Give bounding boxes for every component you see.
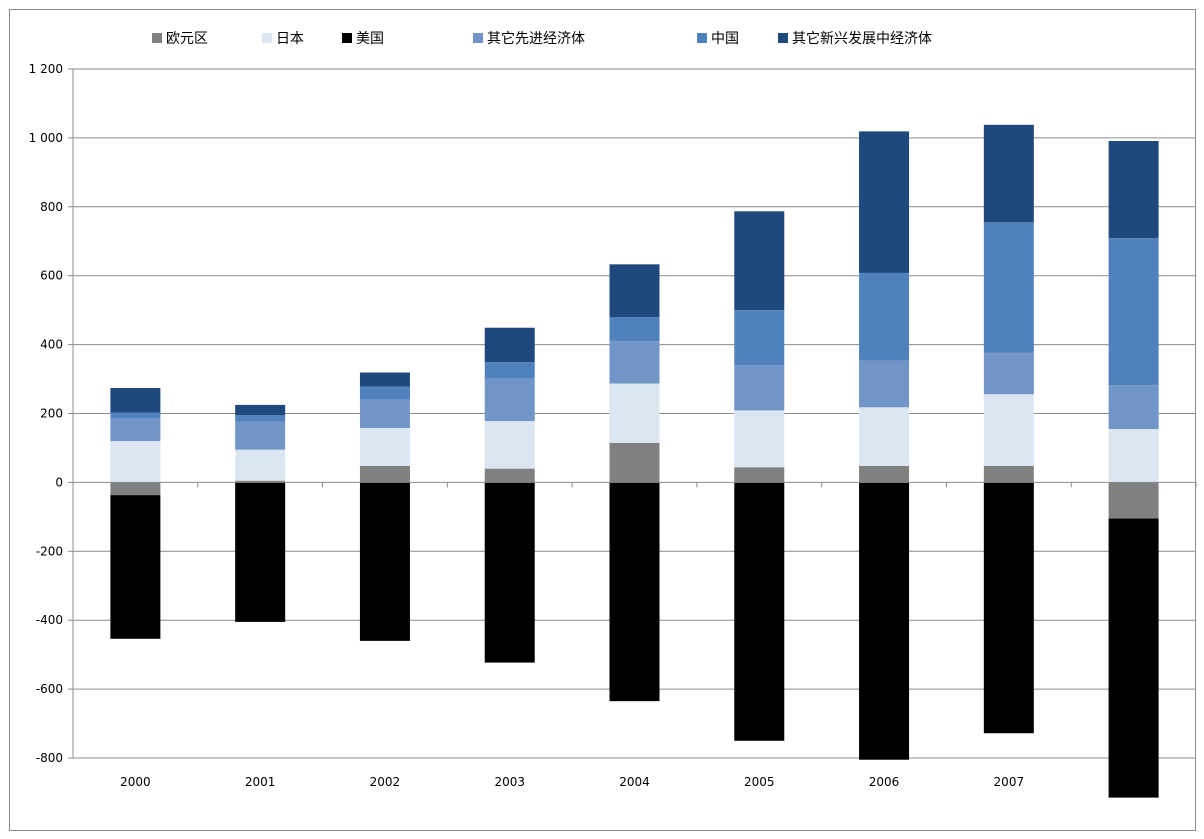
bar-segment-2007-s1 bbox=[983, 394, 1034, 466]
bars bbox=[110, 124, 1159, 798]
legend-label-china: 中国 bbox=[711, 31, 739, 47]
bar-segment-2002-s2 bbox=[359, 482, 410, 641]
x-tick-label-2003: 2003 bbox=[494, 775, 525, 789]
legend-item-usa: 美国 bbox=[342, 28, 384, 48]
y-tick-label: -800 bbox=[36, 751, 63, 765]
legend-item-japan: 日本 bbox=[262, 28, 304, 48]
legend-swatch-japan bbox=[262, 33, 272, 43]
bar-segment-2006-s1 bbox=[859, 407, 910, 466]
bar-segment-2008-s1 bbox=[1108, 429, 1159, 483]
x-tick-label-2008: 2008 bbox=[1118, 775, 1149, 789]
bar-segment-2000-s5 bbox=[110, 388, 161, 413]
bar-segment-2007-s0 bbox=[983, 465, 1034, 483]
bar-segment-2005-s4 bbox=[734, 310, 785, 366]
bar-segment-2001-s1 bbox=[235, 449, 286, 481]
y-tick-label: 600 bbox=[40, 269, 63, 283]
bar-segment-2005-s1 bbox=[734, 410, 785, 468]
y-tick-label: 400 bbox=[40, 338, 63, 352]
axes bbox=[68, 68, 1197, 759]
bar-segment-2006-s5 bbox=[859, 131, 910, 273]
bar-segment-2004-s1 bbox=[609, 383, 660, 443]
legend-label-japan: 日本 bbox=[276, 31, 304, 47]
x-tick-label-2002: 2002 bbox=[370, 775, 401, 789]
bar-segment-2008-s3 bbox=[1108, 385, 1159, 430]
bar-segment-2004-s3 bbox=[609, 341, 660, 384]
y-tick-label: 200 bbox=[40, 407, 63, 421]
legend-swatch-other-advanced bbox=[473, 33, 483, 43]
bar-segment-2000-s3 bbox=[110, 417, 161, 442]
bar-segment-2004-s0 bbox=[609, 442, 660, 483]
bar-segment-2008-s2 bbox=[1108, 518, 1159, 798]
bar-segment-2003-s1 bbox=[484, 421, 535, 469]
bar-segment-2006-s2 bbox=[859, 482, 910, 760]
legend-label-usa: 美国 bbox=[356, 31, 384, 47]
bar-segment-2005-s0 bbox=[734, 467, 785, 483]
y-tick-label: -200 bbox=[36, 544, 63, 558]
bar-segment-2003-s3 bbox=[484, 378, 535, 422]
legend-swatch-other-emerging bbox=[778, 33, 788, 43]
y-tick-labels: 1 200 1 000 800 600 400 200 0 -200 -400 -600 -800 bbox=[29, 62, 63, 765]
bar-segment-2008-s0 bbox=[1108, 482, 1159, 519]
bar-segment-2002-s0 bbox=[359, 465, 410, 483]
legend-label-other-advanced: 其它先进经济体 bbox=[487, 31, 585, 47]
bar-segment-2006-s4 bbox=[859, 272, 910, 361]
y-tick-label: 0 bbox=[55, 475, 63, 489]
legend-item-other-advanced: 其它先进经济体 bbox=[473, 28, 585, 48]
bar-segment-2000-s0 bbox=[110, 482, 161, 496]
legend: 欧元区 日本 美国 其它先进经济体 中国 其它新兴发展中经济体 bbox=[0, 28, 1204, 48]
bar-segment-2007-s4 bbox=[983, 222, 1034, 353]
x-tick-labels: 2000 2001 2002 2003 2004 2005 2006 2007 2008 bbox=[120, 775, 1149, 789]
x-tick-label-2005: 2005 bbox=[744, 775, 775, 789]
y-tick-label: 1 200 bbox=[29, 62, 63, 76]
bar-segment-2006-s0 bbox=[859, 465, 910, 483]
bar-segment-2005-s3 bbox=[734, 365, 785, 411]
bar-segment-2000-s1 bbox=[110, 441, 161, 483]
bar-segment-2008-s5 bbox=[1108, 141, 1159, 239]
bar-segment-2000-s4 bbox=[110, 412, 161, 418]
y-tick-label: -400 bbox=[36, 613, 63, 627]
bar-segment-2002-s4 bbox=[359, 386, 410, 400]
bar-segment-2004-s4 bbox=[609, 317, 660, 342]
legend-item-other-emerging: 其它新兴发展中经济体 bbox=[778, 28, 932, 48]
bar-segment-2001-s5 bbox=[235, 404, 286, 416]
legend-label-other-emerging: 其它新兴发展中经济体 bbox=[792, 31, 932, 47]
bar-segment-2003-s4 bbox=[484, 362, 535, 379]
bar-segment-2007-s5 bbox=[983, 124, 1034, 223]
x-tick-label-2001: 2001 bbox=[245, 775, 276, 789]
x-tick-label-2006: 2006 bbox=[869, 775, 900, 789]
legend-item-eurozone: 欧元区 bbox=[152, 28, 208, 48]
bar-segment-2002-s3 bbox=[359, 399, 410, 428]
legend-swatch-china bbox=[697, 33, 707, 43]
legend-swatch-eurozone bbox=[152, 33, 162, 43]
x-tick-label-2007: 2007 bbox=[994, 775, 1025, 789]
bar-segment-2003-s2 bbox=[484, 482, 535, 663]
legend-swatch-usa bbox=[342, 33, 352, 43]
bar-segment-2001-s3 bbox=[235, 421, 286, 450]
y-tick-label: 1 000 bbox=[29, 131, 63, 145]
x-tick-label-2004: 2004 bbox=[619, 775, 650, 789]
bar-segment-2005-s2 bbox=[734, 482, 785, 741]
y-tick-label: 800 bbox=[40, 200, 63, 214]
bar-segment-2004-s5 bbox=[609, 264, 660, 318]
bar-segment-2005-s5 bbox=[734, 211, 785, 311]
bar-segment-2001-s0 bbox=[235, 480, 286, 483]
bar-segment-2003-s5 bbox=[484, 327, 535, 363]
bar-segment-2000-s2 bbox=[110, 495, 161, 639]
y-tick-label: -600 bbox=[36, 682, 63, 696]
bar-segment-2007-s2 bbox=[983, 482, 1034, 734]
bar-segment-2002-s1 bbox=[359, 427, 410, 466]
bar-segment-2001-s4 bbox=[235, 415, 286, 422]
bar-segment-2002-s5 bbox=[359, 372, 410, 387]
bar-segment-2004-s2 bbox=[609, 482, 660, 702]
bar-segment-2008-s4 bbox=[1108, 238, 1159, 386]
bar-segment-2006-s3 bbox=[859, 360, 910, 408]
bar-segment-2003-s0 bbox=[484, 468, 535, 483]
bar-segment-2001-s2 bbox=[235, 482, 286, 622]
bar-segment-2007-s3 bbox=[983, 352, 1034, 395]
legend-item-china: 中国 bbox=[697, 28, 739, 48]
legend-label-eurozone: 欧元区 bbox=[166, 31, 208, 47]
x-tick-label-2000: 2000 bbox=[120, 775, 151, 789]
